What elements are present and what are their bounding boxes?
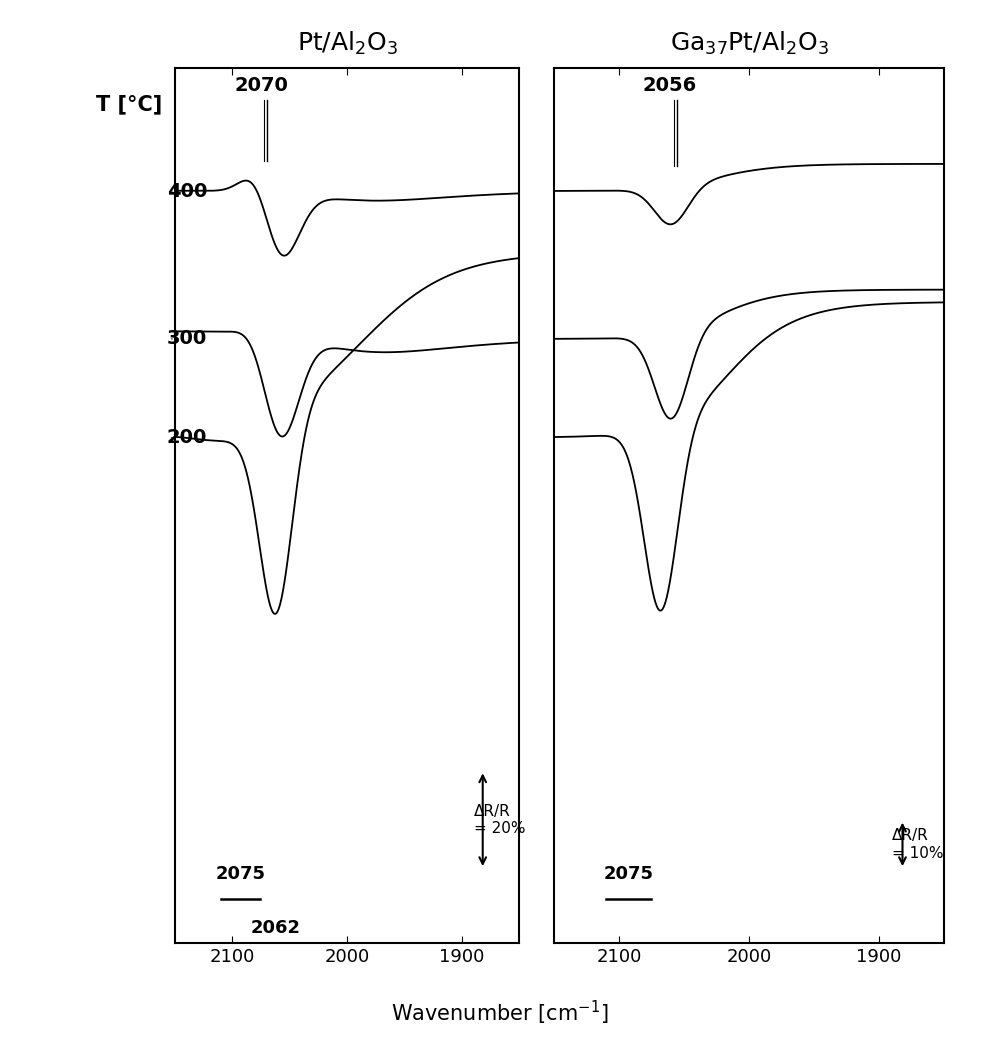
Text: ΔR/R
= 10%: ΔR/R = 10% [892,828,944,861]
Title: Ga$_{37}$Pt/Al$_2$O$_3$: Ga$_{37}$Pt/Al$_2$O$_3$ [669,30,829,57]
Text: Wavenumber [cm$^{-1}$]: Wavenumber [cm$^{-1}$] [391,998,608,1027]
Text: T [°C]: T [°C] [96,94,162,114]
Text: 200: 200 [167,428,207,447]
Text: 300: 300 [167,329,207,348]
Text: 2075: 2075 [603,865,653,883]
Text: 2056: 2056 [643,76,697,95]
Text: 2062: 2062 [251,919,301,937]
Text: 2070: 2070 [234,76,288,95]
Text: 400: 400 [167,181,207,200]
Title: Pt/Al$_2$O$_3$: Pt/Al$_2$O$_3$ [297,30,398,57]
Text: 2075: 2075 [216,865,266,883]
Text: ΔR/R
= 20%: ΔR/R = 20% [474,803,525,836]
